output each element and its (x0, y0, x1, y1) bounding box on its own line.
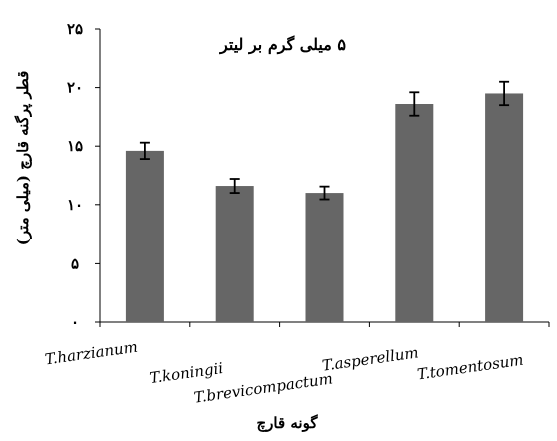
y-tick-label: ۱۰ (67, 196, 83, 214)
chart-title: ۵ میلی گرم بر لیتر (219, 35, 346, 55)
y-tick-label: ۲۵ (67, 20, 83, 38)
y-tick-label: ۲۰ (67, 79, 83, 97)
error-bars (139, 80, 510, 201)
bar (125, 150, 164, 322)
axes (95, 28, 550, 327)
bars (125, 93, 524, 323)
x-tick-label: T.asperellum (321, 343, 420, 374)
bar (305, 193, 344, 322)
y-tick-label: ۱۵ (67, 137, 83, 155)
y-tick-labels: ۰ ۵ ۱۰ ۱۵ ۲۰ ۲۵ (67, 20, 83, 331)
x-tick-label: T.tomentosum (416, 351, 524, 384)
y-tick-label: ۵ (71, 254, 79, 272)
x-tick-label: T.koningii (148, 359, 224, 387)
y-axis-label: قطر پرگنه قارچ (میلی متر) (14, 71, 33, 246)
x-axis-label: گونه قارچ (257, 414, 319, 432)
bar (395, 104, 434, 323)
y-tick-label: ۰ (71, 313, 79, 331)
bar (215, 186, 254, 322)
x-tick-labels: T.harzianumT.koningiiT.brevicompactumT.a… (44, 338, 525, 407)
bar (485, 93, 524, 323)
x-tick-label: T.harzianum (44, 338, 139, 369)
